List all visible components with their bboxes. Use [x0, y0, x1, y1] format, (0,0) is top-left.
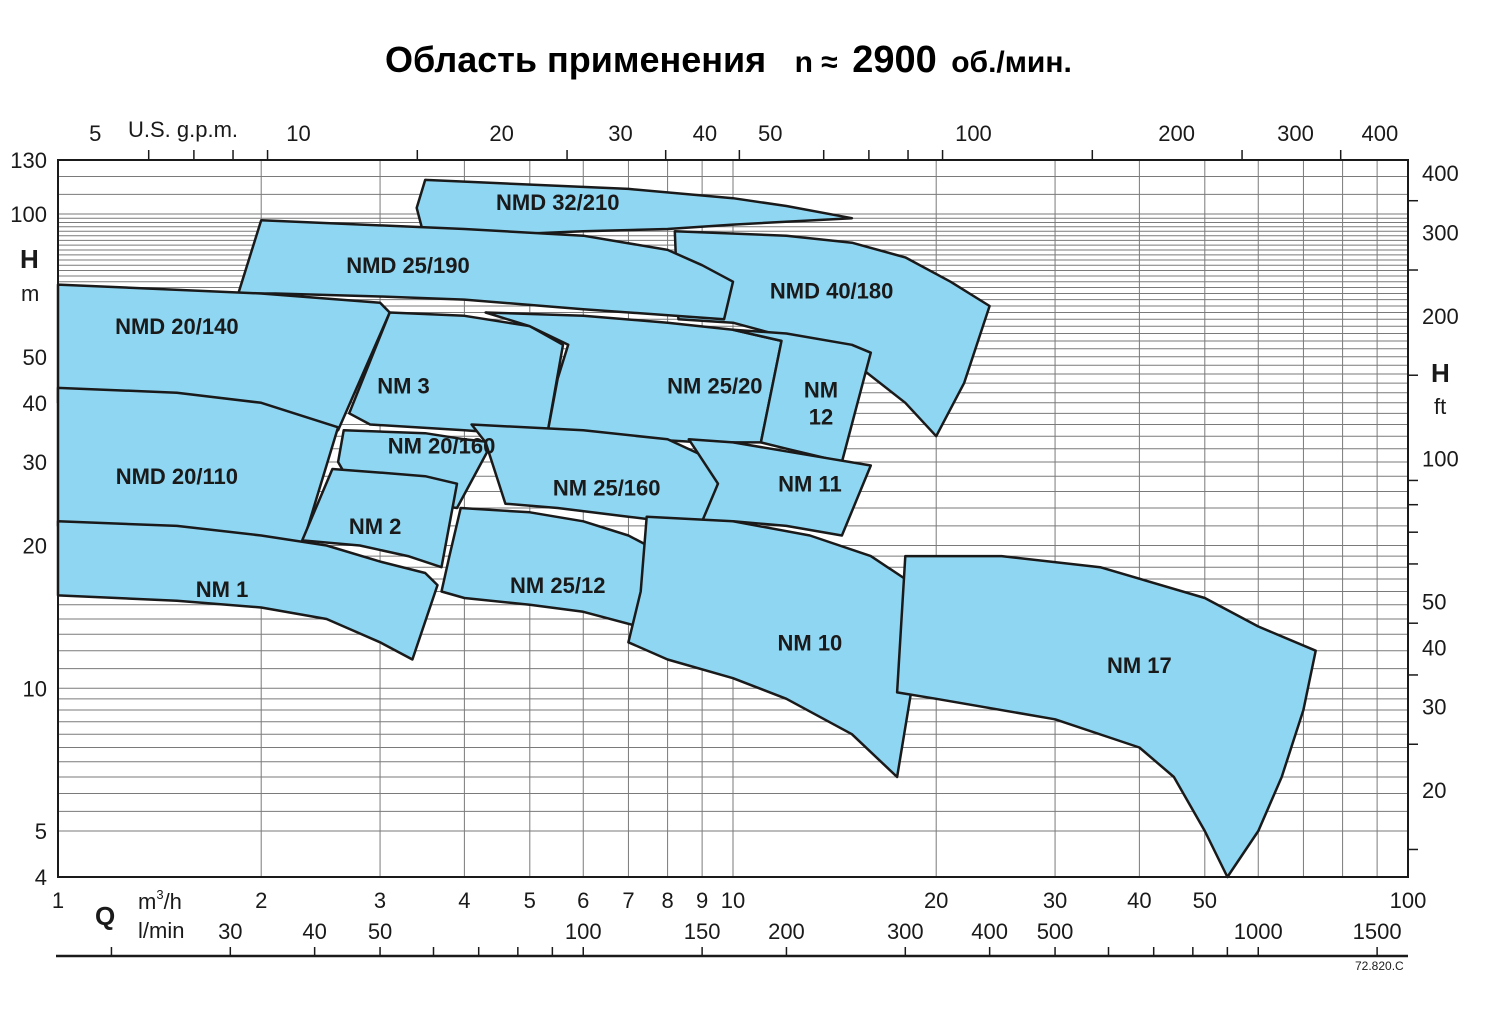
- region-nm-1: [56, 520, 439, 661]
- right-tick-label: 200: [1422, 304, 1459, 329]
- region-nm-17: [895, 554, 1317, 879]
- x-tick-label: 3: [374, 888, 386, 913]
- right-tick-label: 50: [1422, 589, 1446, 614]
- title-main: Область применения: [385, 39, 766, 80]
- x-tick-label: 2: [255, 888, 267, 913]
- title-speed-unit: об./мин.: [951, 46, 1072, 79]
- region-label: NMD 32/210: [496, 190, 620, 215]
- x-tick-label: 30: [1043, 888, 1067, 913]
- region-label: NM 25/160: [553, 476, 661, 501]
- x-secondary-tick-label: 1500: [1353, 919, 1402, 944]
- right-tick-label: 30: [1422, 695, 1446, 720]
- x-tick-label: 7: [622, 888, 634, 913]
- right-tick-label: 100: [1422, 447, 1459, 472]
- region-nm-11: [687, 438, 873, 537]
- region-label: NMD 20/110: [116, 464, 238, 489]
- x-tick-label: 5: [524, 888, 536, 913]
- region-nm-10: [627, 515, 931, 779]
- region-label: 12: [809, 404, 833, 429]
- region-nmd-40-180: [673, 229, 991, 438]
- region-label: NMD 20/140: [115, 314, 239, 339]
- x-tick-label: 100: [1390, 888, 1427, 913]
- regions: [56, 178, 1317, 879]
- y-tick-label: 40: [23, 391, 47, 416]
- x-secondary-tick-label: 500: [1037, 919, 1074, 944]
- x-tick-label: 20: [924, 888, 948, 913]
- y-tick-label: 20: [23, 534, 47, 559]
- top-tick-label: 200: [1158, 121, 1195, 146]
- y-axis-quantity: H: [20, 244, 39, 274]
- top-tick-label: 50: [758, 121, 782, 146]
- x-tick-label: 1: [52, 888, 64, 913]
- x-secondary-tick-label: 300: [887, 919, 924, 944]
- y-tick-label: 50: [23, 345, 47, 370]
- top-axis-unit: U.S. g.p.m.: [128, 117, 238, 142]
- region-label: NM 20/160: [388, 434, 496, 459]
- x-secondary-tick-label: 100: [565, 919, 602, 944]
- bottom-rule-ticks: [110, 947, 1378, 956]
- region-label: NM 17: [1107, 653, 1172, 678]
- top-tick-label: 40: [693, 121, 717, 146]
- region-label: NM 11: [778, 472, 842, 497]
- top-tick-label: 20: [489, 121, 513, 146]
- region-nm-2: [300, 467, 459, 569]
- x-secondary-tick-label: 50: [368, 919, 392, 944]
- x-axis-unit-primary-text: m3/h: [138, 887, 182, 914]
- region-nmd-25-190: [237, 219, 735, 321]
- top-tick-label: 30: [608, 121, 632, 146]
- y-tick-label: 100: [10, 202, 47, 227]
- right-tick-label: 400: [1422, 161, 1459, 186]
- top-tick-label: 5: [89, 121, 101, 146]
- right-tick-label: 20: [1422, 778, 1446, 803]
- x-secondary-tick-label: 1000: [1234, 919, 1283, 944]
- top-tick-label: 10: [286, 121, 310, 146]
- y-tick-label: 30: [23, 450, 47, 475]
- region-label: NM 2: [349, 514, 402, 539]
- x-tick-label: 40: [1127, 888, 1151, 913]
- region-label: NMD 25/190: [346, 253, 470, 278]
- x-secondary-tick-label: 400: [971, 919, 1008, 944]
- y-tick-label: 130: [10, 148, 47, 173]
- x-secondary-tick-label: 150: [684, 919, 721, 944]
- region-label: NM 25/12: [510, 573, 605, 598]
- region-label: NMD 40/180: [770, 278, 894, 303]
- region-label: NM: [804, 377, 838, 402]
- x-tick-label: 10: [721, 888, 745, 913]
- right-axis-quantity: H: [1431, 358, 1450, 388]
- region-label: NM 3: [377, 373, 430, 398]
- top-tick-label: 300: [1277, 121, 1314, 146]
- top-tick-label: 100: [955, 121, 992, 146]
- title-speed-prefix: n ≈: [795, 46, 838, 79]
- drawing-code: 72.820.C: [1355, 959, 1404, 973]
- y-axis-unit: m: [21, 281, 39, 306]
- y-tick-label: 4: [35, 865, 47, 890]
- y-tick-label: 10: [23, 676, 47, 701]
- region-labels: NMD 32/210 NMD 40/180 NMD 25/190 NMD 20/140…: [115, 190, 1172, 678]
- x-secondary-tick-label: 40: [302, 919, 326, 944]
- top-tick-label: 400: [1361, 121, 1398, 146]
- right-tick-label: 40: [1422, 635, 1446, 660]
- chart-title: Область применения n ≈ 2900 об./мин.: [385, 39, 1072, 81]
- x-tick-label: 6: [577, 888, 589, 913]
- y-tick-label: 5: [35, 819, 47, 844]
- region-label: NM 1: [196, 577, 249, 602]
- x-tick-label: 8: [661, 888, 673, 913]
- right-tick-label: 300: [1422, 220, 1459, 245]
- region-label: NM 25/20: [667, 373, 762, 398]
- plot-frame: [57, 159, 1409, 878]
- right-axis-unit: ft: [1434, 394, 1446, 419]
- x-tick-label: 9: [696, 888, 708, 913]
- x-axis-quantity: Q: [95, 901, 115, 931]
- x-secondary-tick-label: 30: [218, 919, 242, 944]
- title-speed-value: 2900: [852, 39, 937, 81]
- x-tick-label: 50: [1193, 888, 1217, 913]
- x-secondary-tick-label: 200: [768, 919, 805, 944]
- x-axis-unit-secondary: l/min: [138, 918, 184, 943]
- x-axis-unit-primary: m3/h: [138, 887, 182, 914]
- x-tick-label: 4: [458, 888, 470, 913]
- region-label: NM 10: [778, 630, 843, 655]
